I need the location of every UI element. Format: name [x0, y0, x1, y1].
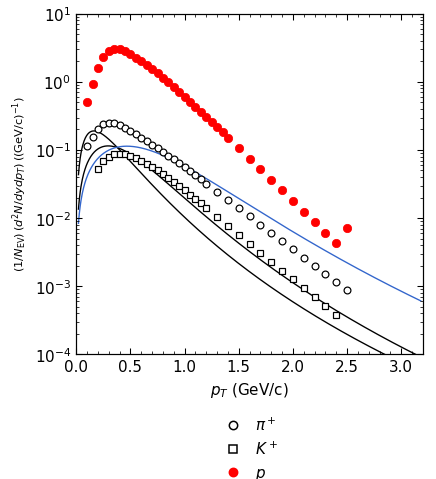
X-axis label: $p_T$ (GeV/c): $p_T$ (GeV/c) — [210, 381, 289, 400]
Y-axis label: $(1/N_{\rm EV})\,(d^2N/dydp_T)\,((\rm{GeV}/c)^{-1})$: $(1/N_{\rm EV})\,(d^2N/dydp_T)\,((\rm{Ge… — [10, 97, 29, 272]
Legend: $\pi^+$, $K^+$, $p$: $\pi^+$, $K^+$, $p$ — [212, 410, 284, 479]
